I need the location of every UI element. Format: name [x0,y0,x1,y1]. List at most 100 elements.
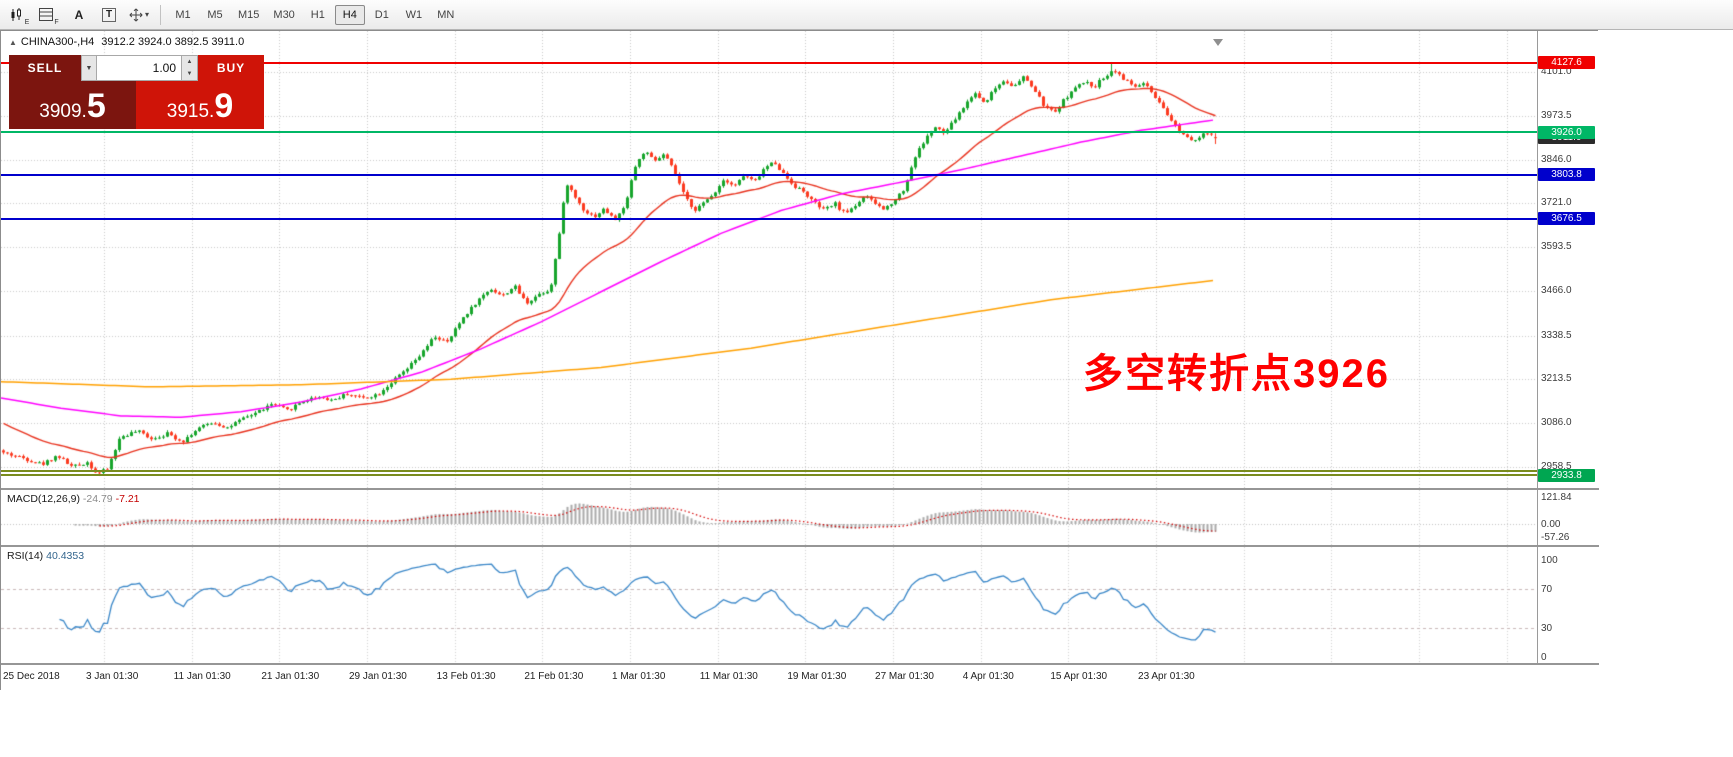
timeframe-button-M5[interactable]: M5 [207,8,223,21]
timeframe-button-H1[interactable]: H1 [310,8,325,21]
chart-shift-marker[interactable] [1213,39,1223,46]
volume-spinner: ▲ ▼ [182,55,198,81]
volume-dropdown-button[interactable]: ▼ [81,55,97,81]
buy-button[interactable]: BUY [198,55,264,81]
price-axis[interactable]: 4101.0 3973.5 3846.0 3721.0 3593.5 3466.0 3338… [1537,31,1598,665]
time-axis-label: 29 Jan 01:30 [349,671,407,682]
price-tag-3926.0: 3926.0 [1538,125,1595,139]
indicator-window-icon[interactable]: F [35,3,63,27]
crosshair-tool-icon[interactable]: ▾ [125,3,153,27]
macd-axis-label: -57.26 [1541,531,1570,543]
price-axis-label: 2958.5 [1541,460,1572,472]
macd-main-value: -24.79 [82,493,113,505]
volume-decrease-button[interactable]: ▼ [186,71,193,77]
rsi-axis-label: 0 [1541,652,1547,663]
buy-price-display[interactable]: 3915. 9 [136,81,264,129]
timeframe-button-M1[interactable]: M1 [175,8,191,21]
timeframe-button-M15[interactable]: M15 [238,8,260,21]
price-axis-label: 3593.5 [1541,241,1572,253]
volume-increase-button[interactable]: ▲ [186,59,193,65]
timeframe-bar: M1 M5 M15 M30 H1 H4 D1 W1 MN [167,4,462,25]
buy-price-big-digit: 9 [214,87,234,125]
time-axis-label: 25 Dec 2018 [3,671,60,682]
rsi-axis-label: 30 [1541,622,1553,634]
time-axis-label: 23 Apr 01:30 [1138,671,1195,682]
macd-name: MACD(12,26,9) [7,493,80,505]
time-axis-label: 3 Jan 01:30 [86,671,139,682]
time-axis-label: 21 Feb 01:30 [524,671,584,682]
time-axis-label: 13 Feb 01:30 [436,671,496,682]
rsi-value: 40.4353 [46,550,85,562]
price-axis-label: 3721.0 [1541,197,1572,209]
price-axis-label: 3213.5 [1541,372,1572,384]
macd-pane-divider[interactable] [1,488,1599,490]
price-axis-label: 4101.0 [1541,65,1572,77]
pivot-line-3926[interactable] [1,131,1537,134]
price-tag-4127.6: 4127.6 [1538,56,1595,70]
time-axis-label: 19 Mar 01:30 [787,671,847,682]
time-axis-divider[interactable] [1,663,1599,665]
price-axis-label: 3973.5 [1541,110,1572,121]
price-tag-3676.5: 3676.5 [1538,212,1595,226]
expand-ohlc-icon[interactable]: ▲ [9,38,17,47]
price-tag-3803.8: 3803.8 [1538,168,1595,182]
macd-axis-label: 0.00 [1541,519,1561,530]
chart-text-annotation[interactable]: 多空转折点3926 [1083,352,1390,396]
rsi-axis-label: 100 [1541,555,1558,566]
candlestick-chart-icon[interactable]: E [5,3,33,27]
sell-price-display[interactable]: 3909. 5 [9,81,136,129]
time-axis-label: 1 Mar 01:30 [612,671,666,682]
rsi-indicator-label: RSI(14) 40.4353 [7,550,84,562]
timeframe-button-D1[interactable]: D1 [374,8,389,21]
toolbar-icon-group: E F A T ▾ [4,3,154,27]
time-axis-label: 11 Jan 01:30 [173,671,231,682]
time-axis-label: 11 Mar 01:30 [699,671,758,682]
time-axis-label: 4 Apr 01:30 [962,671,1014,682]
timeframe-button-W1[interactable]: W1 [405,8,423,21]
price-axis-label: 3338.5 [1541,329,1572,341]
one-click-trading-panel: SELL ▼ ▲ ▼ BUY 3909.5 3915.9 [9,55,264,129]
price-tag-2933.8: 2933.8 [1538,468,1595,482]
trade-panel-prices: 3909. 5 3915. 9 [9,81,264,129]
trade-panel-controls: SELL ▼ ▲ ▼ BUY [9,55,264,81]
resistance-line-4127[interactable] [1,61,1537,64]
time-axis-label: 27 Mar 01:30 [875,671,934,682]
price-axis-label: 3466.0 [1541,285,1572,297]
band-line-upper[interactable] [1,469,1537,472]
band-line-lower[interactable] [1,474,1537,477]
sell-price-main: 3909 [39,101,82,122]
price-axis-label: 3846.0 [1541,154,1572,166]
symbol-timeframe-label: CHINA300-,H4 [20,36,95,48]
timeframe-button-MN[interactable]: MN [437,8,455,21]
macd-axis-label: 121.84 [1541,492,1572,503]
macd-pane-canvas[interactable] [1,490,1537,545]
price-axis-label: 3086.0 [1541,416,1572,428]
label-tool-icon[interactable]: A [74,7,84,22]
timeframe-button-H4[interactable]: H4 [334,4,365,25]
toolbar: E F A T ▾ M1 M5 M15 M30 H1 H4 D1 W1 MN [0,0,1733,30]
text-tool-icon[interactable]: T [95,3,123,27]
toolbar-separator [160,4,161,25]
macd-signal-value: -7.21 [115,493,140,505]
timeframe-button-M30[interactable]: M30 [273,8,295,21]
price-axis-separator [1537,31,1538,665]
rsi-pane-canvas[interactable] [1,547,1537,663]
ohlc-values: 3912.2 3924.0 3892.5 3911.0 [101,36,245,48]
chart-header: ▲ CHINA300-,H4 3912.2 3924.0 3892.5 3911.0 [9,36,244,48]
chart-window: ▲ CHINA300-,H4 3912.2 3924.0 3892.5 3911.0… [0,30,1599,690]
sell-button[interactable]: SELL [9,55,81,81]
time-axis-label: 21 Jan 01:30 [261,671,320,682]
support-line-3803[interactable] [1,173,1537,176]
time-axis-label: 15 Apr 01:30 [1050,671,1108,682]
rsi-name: RSI(14) [7,550,44,562]
support-line-3676[interactable] [1,217,1537,220]
sell-price-dot: . [81,101,87,122]
macd-indicator-label: MACD(12,26,9) -24.79 -7.21 [7,493,140,505]
time-axis[interactable]: 25 Dec 2018 3 Jan 01:30 11 Jan 01:30 21 Jan… [1,665,1599,690]
volume-input[interactable] [97,55,182,81]
rsi-pane-divider[interactable] [1,545,1599,547]
buy-price-dot: . [209,101,215,122]
buy-price-main: 3915 [166,101,210,122]
rsi-axis-label: 70 [1541,584,1553,596]
